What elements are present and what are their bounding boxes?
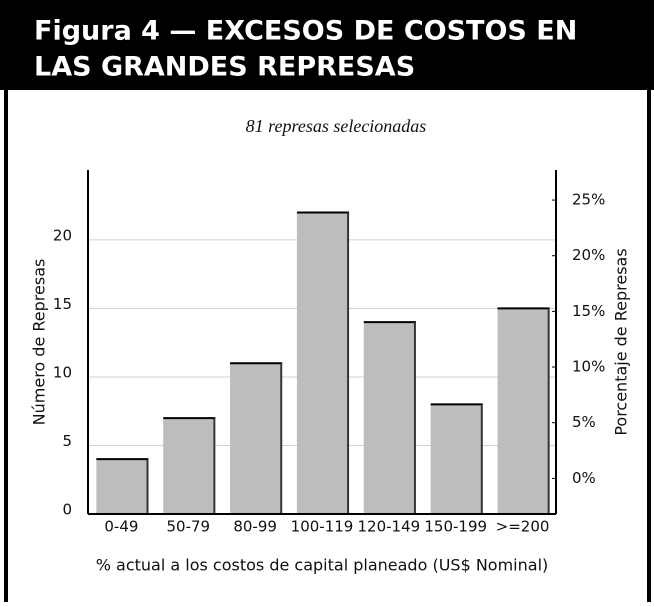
bar (296, 212, 348, 514)
bar (96, 459, 147, 514)
x-tick-label: 0-49 (104, 518, 138, 536)
y-tick-label: 10 (53, 363, 72, 381)
x-tick-label: 100-119 (291, 518, 354, 536)
x-tick-label: 80-99 (233, 518, 277, 536)
y2-tick-label: 20% (572, 246, 605, 264)
y2-tick-label: 15% (572, 302, 605, 320)
y2-tick-label: 10% (572, 358, 605, 376)
x-tick-label: 150-199 (424, 518, 487, 536)
frame-left (4, 90, 8, 602)
bar (230, 363, 281, 514)
bar (497, 308, 548, 514)
y-tick-label: 0 (62, 501, 72, 519)
bar (163, 418, 214, 514)
x-axis-title: % actual a los costos de capital planead… (96, 556, 549, 575)
y2-axis-title: Porcentaje de Represas (612, 248, 631, 435)
y2-tick-label: 0% (572, 469, 596, 487)
frame-right (647, 90, 651, 602)
bar (363, 322, 414, 514)
header-band (0, 0, 654, 90)
chart-title: LAS GRANDES REPRESAS (34, 52, 415, 83)
chart-subtitle: 81 represas selecionadas (246, 116, 427, 136)
y-tick-label: 15 (53, 295, 72, 313)
y-axis-title: Número de Represas (30, 259, 49, 426)
x-tick-label: 120-149 (358, 518, 421, 536)
x-tick-label: 50-79 (166, 518, 210, 536)
x-tick-label: >=200 (496, 518, 550, 536)
chart-title: Figura 4 — EXCESOS DE COSTOS EN (34, 16, 577, 47)
y-tick-label: 20 (53, 226, 72, 244)
y2-tick-label: 25% (572, 191, 605, 209)
y-tick-label: 5 (62, 432, 72, 450)
bar (430, 404, 481, 514)
y2-tick-label: 5% (572, 413, 596, 431)
